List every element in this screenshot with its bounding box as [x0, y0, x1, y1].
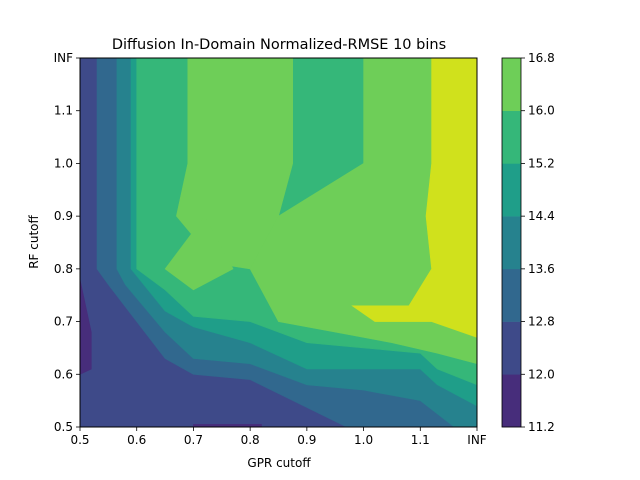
x-tick-label: 0.8: [241, 433, 260, 447]
y-axis: 0.5 0.6 0.7 0.8 0.9 1.0 1.1 INF: [54, 51, 80, 434]
colorbar: 11.2 12.0 12.8 13.6 14.4 15.2 16.0 16.8: [501, 51, 555, 434]
y-tick-label: 0.5: [54, 420, 73, 434]
y-tick-label: 1.0: [54, 156, 73, 170]
x-axis-label: GPR cutoff: [247, 456, 311, 470]
y-tick-label: 0.9: [54, 209, 73, 223]
colorbar-tick-label: 12.8: [528, 315, 555, 329]
contour-region-band-0: [80, 279, 92, 375]
x-tick-label: 0.7: [184, 433, 203, 447]
colorbar-tick-label: 16.0: [528, 104, 555, 118]
colorbar-frame: [501, 57, 522, 428]
plot-frame: [79, 57, 478, 428]
colorbar-band: [502, 110, 521, 164]
colorbar-band: [502, 163, 521, 217]
colorbar-tick-label: 16.8: [528, 51, 555, 65]
y-tick-label: INF: [54, 51, 74, 65]
colorbar-tick-label: 13.6: [528, 262, 555, 276]
contour-region-band-6: [164, 215, 234, 291]
colorbar-tick-label: 14.4: [528, 209, 555, 223]
x-tick-label: 0.5: [70, 433, 89, 447]
y-tick-label: 1.1: [54, 104, 73, 118]
y-tick-label: 0.8: [54, 262, 73, 276]
contour-region-band-0: [193, 424, 262, 427]
x-tick-label: 0.9: [297, 433, 316, 447]
colorbar-tick-label: 15.2: [528, 156, 555, 170]
colorbar-band: [502, 321, 521, 375]
colorbar-band: [502, 374, 521, 428]
x-axis: 0.5 0.6 0.7 0.8 0.9 1.0 1.1 INF: [70, 427, 487, 447]
x-tick-label: INF: [467, 433, 487, 447]
contour-region-band-7: [351, 58, 477, 338]
y-tick-label: 0.6: [54, 367, 73, 381]
colorbar-tick-label: 12.0: [528, 367, 555, 381]
colorbar-band: [502, 268, 521, 322]
chart-title: Diffusion In-Domain Normalized-RMSE 10 b…: [112, 37, 446, 53]
x-tick-label: 0.6: [127, 433, 146, 447]
colorbar-tick-label: 11.2: [528, 420, 555, 434]
colorbar-band: [502, 58, 521, 112]
x-tick-label: 1.1: [411, 433, 430, 447]
y-tick-label: 0.7: [54, 315, 73, 329]
x-tick-label: 1.0: [354, 433, 373, 447]
y-axis-label: RF cutoff: [27, 214, 41, 268]
colorbar-band: [502, 216, 521, 270]
contour-regions: [80, 58, 477, 427]
